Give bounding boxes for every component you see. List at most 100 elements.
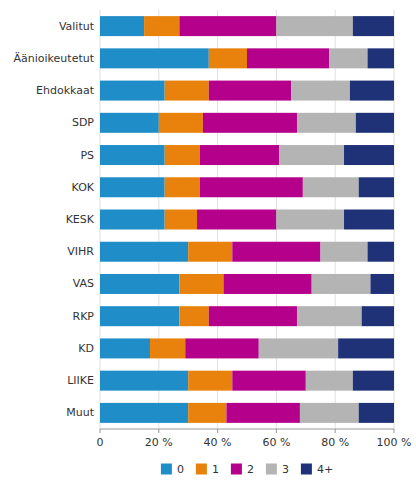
legend-swatch [301,464,312,475]
bar-segment [276,16,352,36]
bar-segment [179,274,223,294]
chart: 020 %40 %60 %80 %100 %ValitutÄänioikeute… [0,0,416,491]
bar-segment [259,338,338,358]
category-label: RKP [73,310,95,323]
bar-segment [150,338,185,358]
category-label: KOK [72,181,95,194]
y-axis: ValitutÄänioikeutetutEhdokkaatSDPPSKOKKE… [14,20,95,420]
tick-mark [158,429,159,433]
legend-swatch [161,464,172,475]
bar-segment [353,16,394,36]
bar-segment [223,274,311,294]
bar-segment [200,177,303,197]
bar-segment [100,403,188,423]
bar-segment [100,210,165,230]
bar-segment [247,48,329,68]
bar-segment [370,274,394,294]
bar-segment [165,177,200,197]
legend-label: 4+ [317,463,333,476]
tick-mark [335,429,336,433]
legend-label: 1 [212,463,219,476]
bar-segment [188,242,232,262]
tick-label: 60 % [262,436,290,449]
axis-line [100,429,394,430]
category-label: VIHR [67,245,94,258]
category-label: Valitut [59,20,95,33]
tick-mark [394,429,395,433]
bar-segment [203,113,297,133]
bar-segment [368,48,394,68]
category-label: Ehdokkaat [36,84,95,97]
category-label: PS [80,149,94,162]
legend-item: 4+ [301,463,333,476]
bar-segment [338,338,394,358]
bar-segment [321,242,368,262]
bar-segment [232,242,320,262]
bar-segment [279,145,344,165]
bar-segment [209,48,247,68]
bar-segment [100,177,165,197]
legend: 0 1 23 4+ [161,463,333,476]
bar-segment [179,16,276,36]
bar-segment [100,306,179,326]
bar-segment [300,403,359,423]
bar-segment [353,371,394,391]
tick-label: 80 % [321,436,349,449]
bar-segment [226,403,299,423]
bar-segment [165,145,200,165]
bar-segment [232,371,305,391]
bar-segment [306,371,353,391]
bar-segment [165,81,209,101]
legend-swatch [231,464,242,475]
bar-segment [100,16,144,36]
bar-segment [100,113,159,133]
category-label: KESK [66,213,95,226]
bar-segment [291,81,350,101]
bar-segment [356,113,394,133]
bar-segment [362,306,394,326]
bar-segment [276,210,344,230]
bar-segment [359,177,394,197]
tick-mark [276,429,277,433]
bar-segment [144,16,179,36]
bar-segment [209,81,291,101]
bar-segment [297,306,362,326]
bar-segment [100,338,150,358]
x-axis: 020 %40 %60 %80 %100 % [97,429,412,449]
category-label: LIIKE [67,374,94,387]
legend-item: 0 [161,463,184,476]
bar-segment [179,306,208,326]
legend-item: 1 [196,463,219,476]
bar-segment [100,274,179,294]
bar-segment [100,48,209,68]
bar-segment [209,306,297,326]
bars [100,16,394,423]
bar-segment [100,145,165,165]
tick-label: 100 % [377,436,412,449]
tick-mark [100,429,101,433]
bar-segment [165,210,197,230]
legend-item: 2 [231,463,254,476]
legend-item: 3 [266,463,289,476]
bar-segment [100,242,188,262]
bar-segment [329,48,367,68]
tick-mark [217,429,218,433]
category-label: Äänioikeutetut [14,52,95,65]
tick-label: 40 % [204,436,232,449]
bar-segment [197,210,276,230]
bar-segment [188,371,232,391]
bar-segment [344,145,394,165]
bar-segment [344,210,394,230]
bar-segment [188,403,226,423]
bar-segment [359,403,394,423]
legend-label: 2 [247,463,254,476]
bar-segment [100,371,188,391]
legend-label: 0 [177,463,184,476]
bar-segment [200,145,279,165]
category-label: VAS [73,277,94,290]
category-label: KD [78,342,94,355]
legend-swatch [196,464,207,475]
bar-segment [350,81,394,101]
tick-label: 0 [97,436,104,449]
bar-segment [100,81,165,101]
